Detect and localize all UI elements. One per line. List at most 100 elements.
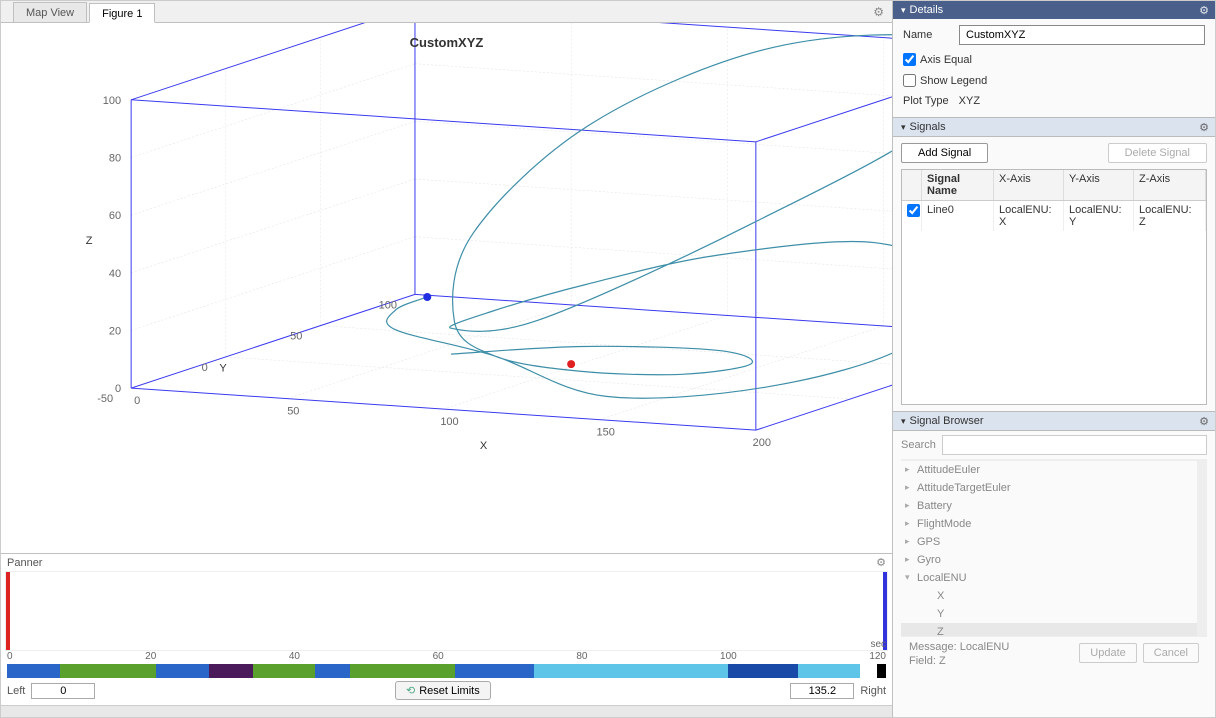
signal-tree[interactable]: AttitudeEulerAttitudeTargetEulerBatteryF… <box>901 459 1197 636</box>
panner-label: Panner <box>7 557 42 569</box>
signal-row-z: LocalENU: Z <box>1134 201 1206 231</box>
name-label: Name <box>903 29 959 41</box>
timeline-segment <box>860 664 878 678</box>
main-pane: Map View Figure 1 CustomXYZ 050100150200… <box>1 1 893 717</box>
panner-axis: 020406080100120sec <box>1 651 892 662</box>
panner-sec-label: sec <box>870 639 886 650</box>
panner-tick: 20 <box>145 651 156 662</box>
timeline-segment <box>455 664 481 678</box>
update-button[interactable]: Update <box>1079 643 1136 663</box>
col-signal-name: Signal Name <box>922 170 994 200</box>
horizontal-scrollbar[interactable] <box>1 705 892 717</box>
tab-bar: Map View Figure 1 <box>1 1 892 23</box>
right-limit-input[interactable] <box>790 683 854 699</box>
signals-header[interactable]: ▾Signals <box>893 117 1215 137</box>
signal-browser-gear-icon[interactable] <box>1199 415 1209 428</box>
tree-item-localenu[interactable]: LocalENU <box>901 569 1197 587</box>
left-limit-input[interactable] <box>31 683 95 699</box>
panner-left-handle[interactable] <box>6 572 10 650</box>
tree-child-x[interactable]: X <box>901 587 1197 605</box>
svg-text:0: 0 <box>134 395 140 407</box>
panner-tick: 120 <box>869 651 886 662</box>
signals-gear-icon[interactable] <box>1199 121 1209 134</box>
add-signal-button[interactable]: Add Signal <box>901 143 988 163</box>
signals-header-label: Signals <box>910 121 946 133</box>
timeline-segment <box>877 664 886 678</box>
panner-range[interactable] <box>5 571 888 651</box>
svg-text:100: 100 <box>379 299 397 311</box>
svg-text:150: 150 <box>596 427 614 439</box>
panner-tick: 80 <box>576 651 587 662</box>
right-limit-label: Right <box>860 685 886 697</box>
signals-table: Signal Name X-Axis Y-Axis Z-Axis Line0 L… <box>901 169 1207 405</box>
svg-text:Z: Z <box>86 235 93 247</box>
plot-type-value: XYZ <box>959 95 980 107</box>
signal-browser-header[interactable]: ▾Signal Browser <box>893 411 1215 431</box>
svg-text:-50: -50 <box>97 393 113 405</box>
name-input[interactable] <box>959 25 1205 45</box>
timeline-segment <box>534 664 727 678</box>
timeline-segment <box>253 664 315 678</box>
tree-item-flightmode[interactable]: FlightMode <box>901 515 1197 533</box>
col-z-axis: Z-Axis <box>1134 170 1206 200</box>
timeline-segment <box>60 664 157 678</box>
panner-section: Panner 0 20 40 60 80 100 120sec Left Reset Lim… <box>1 553 892 717</box>
reset-limits-button[interactable]: Reset Limits <box>395 681 491 700</box>
cancel-button[interactable]: Cancel <box>1143 643 1199 663</box>
side-panel: ▾Details Name Axis Equal Show Legend Plo… <box>893 1 1215 717</box>
axis-equal-label: Axis Equal <box>920 54 972 66</box>
signal-row-name: Line0 <box>922 201 994 231</box>
svg-text:80: 80 <box>109 152 121 164</box>
tree-item-attitudetargeteuler[interactable]: AttitudeTargetEuler <box>901 479 1197 497</box>
svg-text:Y: Y <box>219 362 227 374</box>
tab-map-view[interactable]: Map View <box>13 2 87 22</box>
tab-settings-icon[interactable] <box>873 5 884 19</box>
plot-title: CustomXYZ <box>410 35 484 50</box>
signal-row-checkbox[interactable] <box>907 204 920 217</box>
timeline-segment <box>350 664 455 678</box>
timeline-segment <box>7 664 60 678</box>
svg-text:200: 200 <box>753 437 771 449</box>
show-legend-checkbox[interactable] <box>903 74 916 87</box>
search-label: Search <box>901 439 936 451</box>
panner-gear-icon[interactable] <box>876 556 886 569</box>
panner-tick: 60 <box>433 651 444 662</box>
reset-icon <box>406 684 415 697</box>
tree-scrollbar[interactable] <box>1197 459 1207 636</box>
svg-text:100: 100 <box>103 95 121 107</box>
panner-tick: 0 <box>7 651 13 662</box>
timeline-bar[interactable] <box>7 664 886 678</box>
tree-child-z[interactable]: Z <box>901 623 1197 636</box>
panner-tick: 40 <box>289 651 300 662</box>
details-gear-icon[interactable] <box>1199 4 1209 17</box>
details-header[interactable]: ▾Details <box>893 1 1215 19</box>
tree-item-attitudeeuler[interactable]: AttitudeEuler <box>901 460 1197 479</box>
timeline-segment <box>209 664 253 678</box>
timeline-segment <box>482 664 535 678</box>
svg-text:0: 0 <box>115 383 121 395</box>
axis-equal-checkbox[interactable] <box>903 53 916 66</box>
svg-text:40: 40 <box>109 268 121 280</box>
tree-item-battery[interactable]: Battery <box>901 497 1197 515</box>
tree-item-gps[interactable]: GPS <box>901 533 1197 551</box>
panner-tick: 100 <box>720 651 737 662</box>
timeline-segment <box>728 664 798 678</box>
plot-type-label: Plot Type <box>903 95 949 107</box>
tree-child-y[interactable]: Y <box>901 605 1197 623</box>
table-row[interactable]: Line0 LocalENU: X LocalENU: Y LocalENU: … <box>902 201 1206 231</box>
col-y-axis: Y-Axis <box>1064 170 1134 200</box>
show-legend-label: Show Legend <box>920 75 987 87</box>
left-limit-label: Left <box>7 685 25 697</box>
svg-text:60: 60 <box>109 210 121 222</box>
svg-text:50: 50 <box>287 406 299 418</box>
tree-item-gyro[interactable]: Gyro <box>901 551 1197 569</box>
tab-figure1[interactable]: Figure 1 <box>89 3 155 23</box>
search-input[interactable] <box>942 435 1207 455</box>
col-x-axis: X-Axis <box>994 170 1064 200</box>
timeline-segment <box>156 664 209 678</box>
signal-row-y: LocalENU: Y <box>1064 201 1134 231</box>
plot-3d-area[interactable]: CustomXYZ 050100150200-50050100020406080… <box>1 23 892 553</box>
signal-row-x: LocalENU: X <box>994 201 1064 231</box>
delete-signal-button[interactable]: Delete Signal <box>1108 143 1207 163</box>
svg-text:100: 100 <box>440 416 458 428</box>
